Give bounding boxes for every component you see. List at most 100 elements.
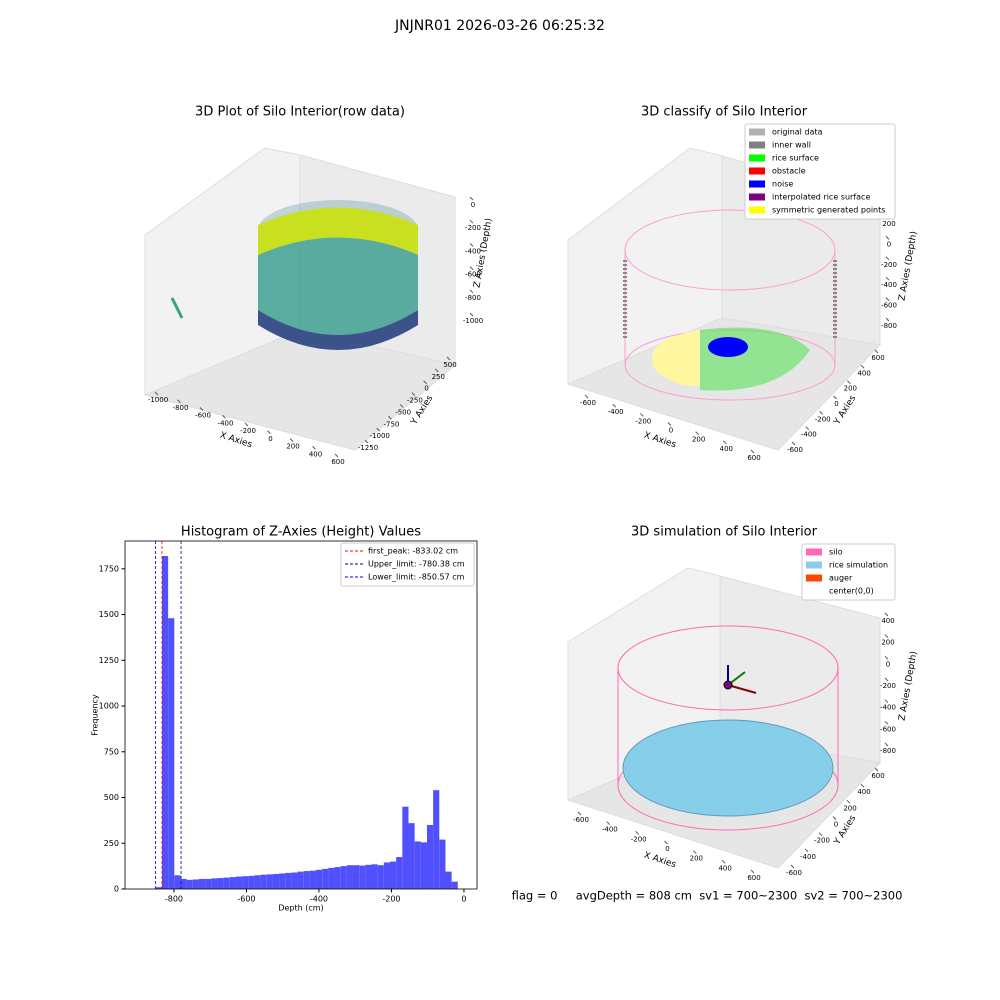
tick-mark: [577, 811, 582, 816]
x-tick-label: 200: [692, 436, 705, 444]
z-tick-label: -800: [465, 294, 481, 302]
x-tick-label: 600: [331, 458, 344, 466]
bar: [285, 872, 292, 889]
x-tick-label: -400: [608, 408, 624, 416]
tick-mark: [312, 445, 316, 450]
tick-mark: [469, 219, 474, 224]
suptitle: JNJNR01 2026-03-26 06:25:32: [394, 18, 605, 34]
legend-swatch: [806, 574, 822, 582]
y-tick-label: 0: [424, 385, 428, 393]
bar: [192, 879, 199, 889]
x-tick-label: 0: [461, 895, 466, 904]
tick-mark: [667, 422, 672, 426]
tick-mark: [399, 404, 404, 408]
bar: [383, 862, 390, 889]
panel-title: 3D Plot of Silo Interior(row data): [195, 105, 405, 120]
z-tick-label: -1000: [463, 317, 483, 325]
tick-mark: [804, 848, 809, 853]
bar: [279, 873, 286, 889]
bar: [359, 865, 366, 889]
tick-mark: [635, 830, 640, 835]
x-tick-label: -400: [218, 419, 234, 427]
x-tick-label: 200: [286, 443, 299, 451]
bar: [451, 881, 458, 889]
y-tick-label: 1500: [99, 610, 119, 619]
bar: [414, 841, 421, 889]
tick-mark: [884, 612, 889, 617]
bar: [340, 866, 347, 889]
y-tick-label: -400: [800, 853, 816, 861]
x-tick-label: -600: [573, 816, 589, 824]
tick-mark: [860, 783, 865, 788]
tick-mark: [885, 297, 890, 301]
legend-box: [744, 123, 896, 220]
x-tick-label: 200: [690, 855, 703, 863]
tick-mark: [664, 840, 668, 845]
z-tick-label: 0: [471, 201, 475, 209]
z-tick-label: -200: [881, 261, 897, 269]
z-tick-label: -800: [881, 322, 897, 330]
bar: [155, 887, 162, 889]
z-tick-label: -200: [880, 682, 896, 690]
z-tick-label: -400: [880, 704, 896, 712]
tick-mark: [884, 699, 889, 704]
tick-mark: [874, 767, 879, 772]
x-tick-label: 0: [268, 435, 272, 443]
legend-swatch: [749, 128, 765, 136]
x-tick-label: 600: [747, 874, 760, 882]
x-tick-label: 0: [669, 427, 673, 435]
bar: [309, 870, 317, 889]
y-tick-label: 400: [857, 369, 870, 377]
bar: [229, 877, 236, 889]
legend-swatch: [806, 548, 822, 556]
bar: [248, 875, 255, 889]
legend-label: inner wall: [772, 141, 811, 150]
y-axis-label: Y Axies: [832, 814, 858, 848]
y-tick-label: -1250: [358, 444, 378, 452]
panel-title: 3D classify of Silo Interior: [641, 105, 808, 120]
x-tick-label: 400: [309, 450, 322, 458]
tick-mark: [434, 368, 439, 373]
x-tick-label: -400: [602, 826, 618, 834]
tick-mark: [606, 821, 611, 826]
bar: [426, 824, 434, 889]
bar: [168, 618, 175, 889]
legend-swatch: [749, 167, 765, 175]
legend-swatch: [806, 587, 822, 595]
z-tick-label: -600: [465, 271, 481, 279]
tick-mark: [376, 427, 381, 432]
plot-frame: [124, 540, 478, 890]
tick-mark: [885, 276, 890, 281]
z-tick-label: 400: [881, 617, 894, 625]
panel-title: 3D simulation of Silo Interior: [631, 525, 818, 540]
legend-swatch: [749, 180, 765, 188]
tick-mark: [860, 364, 865, 369]
x-tick-label: -200: [631, 835, 647, 843]
x-tick-label: -200: [382, 895, 400, 904]
z-tick-label: -800: [880, 747, 896, 755]
y-tick-label: -600: [786, 869, 802, 877]
x-tick-label: -200: [635, 417, 651, 425]
bar: [353, 865, 360, 889]
bar: [389, 861, 397, 889]
tick-mark: [267, 430, 271, 435]
x-axis-label: X Axies: [642, 851, 677, 871]
tick-mark: [846, 380, 851, 385]
bar: [346, 865, 354, 889]
legend-label: silo: [829, 548, 843, 557]
tick-mark: [885, 317, 890, 322]
x-tick-label: 400: [718, 864, 731, 872]
panel4-box: [566, 567, 882, 869]
y-tick-label: 600: [871, 772, 884, 780]
y-tick-label: 1000: [99, 702, 119, 711]
bar: [322, 868, 329, 889]
tick-mark: [884, 677, 889, 682]
x-axis-label: Depth (cm): [278, 904, 323, 913]
tick-mark: [244, 422, 249, 427]
tick-mark: [695, 431, 700, 436]
legend-label: noise: [772, 180, 793, 189]
z-tick-label: 200: [882, 220, 895, 228]
panel1-box: [143, 147, 457, 451]
tick-mark: [639, 412, 644, 417]
tick-mark: [884, 720, 889, 725]
